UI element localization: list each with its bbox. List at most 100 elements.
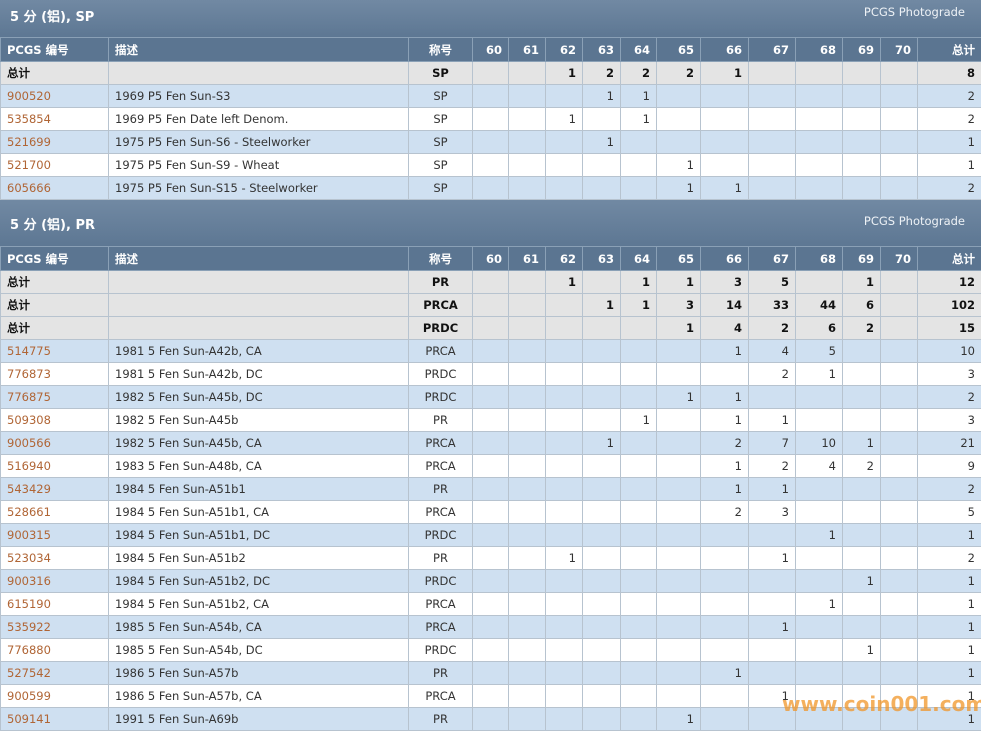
cell: 1 <box>700 339 749 363</box>
pcgs-link[interactable]: 509141 <box>0 707 109 731</box>
pcgs-link[interactable]: 900566 <box>0 431 109 455</box>
cell: 总计 <box>0 316 109 340</box>
cell <box>795 107 843 131</box>
cell: 44 <box>795 293 843 317</box>
cell <box>842 615 881 639</box>
cell <box>472 107 509 131</box>
cell <box>472 385 509 409</box>
cell <box>620 153 657 177</box>
cell <box>795 684 843 708</box>
pcgs-link[interactable]: 527542 <box>0 661 109 685</box>
cell <box>508 61 546 85</box>
pcgs-link[interactable]: 900520 <box>0 84 109 108</box>
cell <box>582 523 621 547</box>
cell <box>472 408 509 432</box>
cell <box>656 362 701 386</box>
coin-row: 543429 1984 5 Fen Sun-A51b1 PR 1 1 2 <box>0 477 981 501</box>
source-label: PCGS Photograde <box>863 214 965 228</box>
pcgs-link[interactable]: 516940 <box>0 454 109 478</box>
cell: 2 <box>917 176 981 200</box>
cell <box>582 362 621 386</box>
cell <box>880 385 918 409</box>
pcgs-link[interactable]: 776873 <box>0 362 109 386</box>
cell <box>472 316 509 340</box>
cell: 1 <box>620 293 657 317</box>
cell: 1 <box>656 316 701 340</box>
pcgs-link[interactable]: 521700 <box>0 153 109 177</box>
cell: 1 <box>656 385 701 409</box>
column-header: 61 <box>508 246 546 271</box>
pcgs-link[interactable]: 615190 <box>0 592 109 616</box>
cell: 2 <box>748 454 796 478</box>
section-title: 5 分 (铝), SP <box>10 10 95 25</box>
cell: 2 <box>842 454 881 478</box>
pcgs-link[interactable]: 509308 <box>0 408 109 432</box>
column-header: 65 <box>656 37 701 62</box>
cell: SP <box>408 84 473 108</box>
cell <box>582 707 621 731</box>
pcgs-link[interactable]: 535922 <box>0 615 109 639</box>
cell <box>582 638 621 662</box>
cell: 1 <box>582 84 621 108</box>
cell <box>880 477 918 501</box>
pcgs-link[interactable]: 900315 <box>0 523 109 547</box>
pcgs-link[interactable]: 776875 <box>0 385 109 409</box>
cell <box>656 454 701 478</box>
column-header: 总计 <box>917 37 981 62</box>
pcgs-link[interactable]: 514775 <box>0 339 109 363</box>
cell <box>620 523 657 547</box>
cell: SP <box>408 61 473 85</box>
cell <box>508 362 546 386</box>
cell <box>842 707 881 731</box>
cell <box>880 408 918 432</box>
cell <box>880 684 918 708</box>
cell <box>582 546 621 570</box>
cell <box>582 661 621 685</box>
cell: 3 <box>656 293 701 317</box>
cell <box>472 707 509 731</box>
pcgs-link[interactable]: 528661 <box>0 500 109 524</box>
coin-row: 605666 1975 P5 Fen Sun-S15 - Steelworker S… <box>0 176 981 200</box>
cell: 1981 5 Fen Sun-A42b, DC <box>108 362 409 386</box>
cell: 1986 5 Fen Sun-A57b, CA <box>108 684 409 708</box>
cell: 1 <box>748 684 796 708</box>
cell: 1 <box>917 153 981 177</box>
section-header: 5 分 (铝), SP PCGS Photograde <box>0 0 981 37</box>
cell <box>545 362 583 386</box>
pcgs-link[interactable]: 900599 <box>0 684 109 708</box>
pcgs-link[interactable]: 521699 <box>0 130 109 154</box>
cell <box>620 569 657 593</box>
cell <box>748 61 796 85</box>
cell <box>748 569 796 593</box>
coin-row: 535922 1985 5 Fen Sun-A54b, CA PRCA 1 1 <box>0 615 981 639</box>
cell <box>545 454 583 478</box>
cell <box>545 316 583 340</box>
pcgs-link[interactable]: 605666 <box>0 176 109 200</box>
cell <box>472 477 509 501</box>
cell <box>880 707 918 731</box>
cell: 1 <box>917 523 981 547</box>
cell: 4 <box>748 339 796 363</box>
pcgs-link[interactable]: 776880 <box>0 638 109 662</box>
pcgs-link[interactable]: 523034 <box>0 546 109 570</box>
cell <box>508 638 546 662</box>
cell <box>545 661 583 685</box>
cell: 1969 P5 Fen Sun-S3 <box>108 84 409 108</box>
pcgs-link[interactable]: 535854 <box>0 107 109 131</box>
cell <box>842 546 881 570</box>
cell <box>582 615 621 639</box>
cell <box>656 107 701 131</box>
cell <box>656 569 701 593</box>
coin-row: 776875 1982 5 Fen Sun-A45b, DC PRDC 1 1 2 <box>0 385 981 409</box>
cell <box>508 707 546 731</box>
cell <box>545 176 583 200</box>
cell: 5 <box>795 339 843 363</box>
cell: 总计 <box>0 61 109 85</box>
pcgs-link[interactable]: 543429 <box>0 477 109 501</box>
cell <box>508 500 546 524</box>
pcgs-link[interactable]: 900316 <box>0 569 109 593</box>
cell <box>656 408 701 432</box>
cell <box>508 107 546 131</box>
cell <box>880 500 918 524</box>
cell: 1 <box>656 707 701 731</box>
